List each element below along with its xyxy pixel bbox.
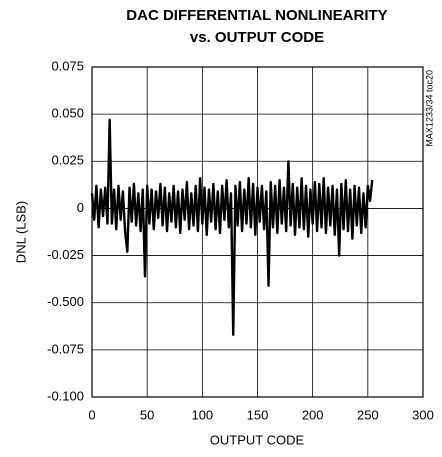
x-tick-label: 50 <box>140 407 154 422</box>
x-tick-label: 200 <box>302 407 324 422</box>
y-tick-label: 0.075 <box>51 58 84 73</box>
x-tick-label: 150 <box>247 407 269 422</box>
y-tick-label: 0 <box>77 200 84 215</box>
annotation: MAX1233/34 toc20 <box>424 70 434 147</box>
x-tick-label: 250 <box>357 407 379 422</box>
y-axis-label: DNL (LSB) <box>13 201 28 263</box>
y-tick-label: -0.100 <box>47 388 84 403</box>
x-tick-label: 0 <box>88 407 95 422</box>
y-tick-label: 0.050 <box>51 106 84 121</box>
chart-title: DAC DIFFERENTIAL NONLINEARITY <box>126 7 387 24</box>
plot-frame <box>91 66 424 398</box>
x-tick-label: 100 <box>191 407 213 422</box>
chart-subtitle: vs. OUTPUT CODE <box>190 29 324 46</box>
data-line <box>90 118 374 336</box>
x-tick-label: 300 <box>412 407 434 422</box>
y-tick-label: -0.025 <box>47 247 84 262</box>
x-axis-label: OUTPUT CODE <box>210 432 305 447</box>
y-tick-label: -0.500 <box>47 294 84 309</box>
y-tick-label: -0.075 <box>47 341 84 356</box>
y-tick-label: 0.025 <box>51 153 84 168</box>
